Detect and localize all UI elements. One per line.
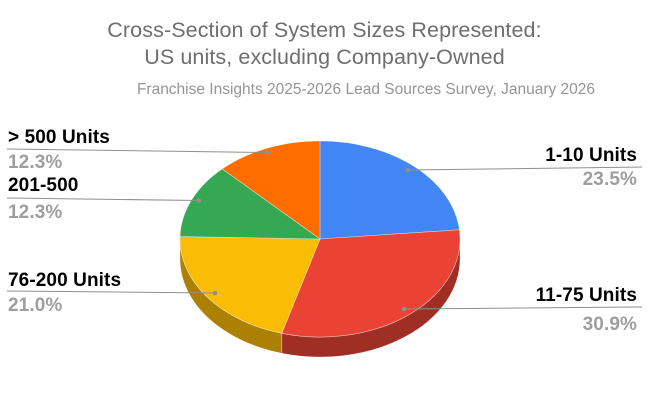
callout-line-1 [403,306,643,310]
pie-slice-3[interactable] [179,168,321,240]
chart-title-line1: Cross-Section of System Sizes Represente… [107,18,542,42]
chart-subtitle: Franchise Insights 2025-2026 Lead Source… [136,81,596,98]
callout-line-4 [6,148,269,153]
callout-line-2 [6,290,216,294]
pie-slice-0[interactable] [319,140,460,240]
slice-label-201-500: 201-500 [8,175,79,196]
callout-line-3 [6,197,200,201]
slice-pct-1-10-units: 23.5% [582,169,637,190]
slice-label-1-10-units: 1-10 Units [545,145,637,166]
callout-dot-4 [265,150,271,155]
callout-dot-1 [401,306,407,312]
slice-pct-11-75-units: 30.9% [582,314,637,335]
slice-pct-201-500: 12.3% [8,202,63,223]
chart-title: Cross-Section of System Sizes Represente… [0,17,649,71]
pie-slice-4[interactable] [221,140,321,240]
chart-title-line2: US units, excluding Company-Owned [144,45,505,69]
callout-line-0 [407,166,643,171]
callout-dot-2 [212,290,218,296]
slice-label-gt-500-units: > 500 Units [8,127,110,148]
pie-slice-2[interactable] [179,236,321,334]
slice-pct-gt-500-units: 12.3% [8,152,63,173]
slice-pct-76-200-units: 21.0% [8,295,63,316]
slice-label-11-75-units: 11-75 Units [535,285,637,306]
pie-slice-1[interactable] [281,229,461,338]
callout-dot-3 [196,198,202,203]
callout-dot-0 [405,167,411,173]
slice-label-76-200-units: 76-200 Units [8,270,122,291]
